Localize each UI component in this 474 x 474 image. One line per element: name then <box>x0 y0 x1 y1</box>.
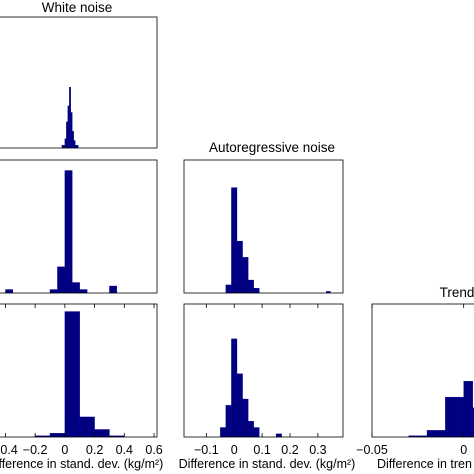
axes-frame <box>183 303 344 438</box>
panel-2 <box>0 159 158 294</box>
histogram-bar <box>248 421 254 438</box>
histogram-bar <box>231 187 238 294</box>
panel-title: Autoregressive noise <box>209 140 335 155</box>
histogram-bar <box>253 287 260 294</box>
histogram-bar <box>75 145 79 149</box>
histogram-bar <box>72 131 74 149</box>
histogram-bar <box>57 266 66 294</box>
x-axis-label: Difference in stand. dev. (kg/m²) <box>179 457 356 471</box>
histogram-bar <box>236 240 243 294</box>
axes-frame <box>0 303 158 438</box>
histogram-bar <box>220 427 226 438</box>
histogram-bar <box>49 289 58 294</box>
histogram-bar <box>64 138 67 149</box>
histogram-bar <box>248 279 254 294</box>
x-tick-label: 0 <box>61 443 68 457</box>
histogram-bar <box>242 398 249 438</box>
histogram-bar <box>225 405 232 438</box>
x-tick-label: 0.4 <box>116 443 133 457</box>
histogram-bar <box>61 145 66 149</box>
histogram-bar <box>109 285 118 294</box>
histogram-bar <box>5 289 14 294</box>
x-tick-label: 0.2 <box>281 443 298 457</box>
histogram-bar <box>49 433 66 438</box>
histogram-bar <box>73 140 76 149</box>
histogram-bar <box>225 284 232 294</box>
panel-1: White noise <box>0 0 158 149</box>
x-tick-label: −0.1 <box>194 443 219 457</box>
histogram-bar <box>275 433 282 438</box>
panel-title: Trend <box>440 285 474 300</box>
histogram-bar <box>426 430 446 438</box>
histogram-bar <box>79 416 95 438</box>
histogram-bar <box>70 112 73 149</box>
x-axis-label: Difference in stand. dev. (kg/m²) <box>0 457 163 471</box>
histogram-bar <box>231 338 238 438</box>
histogram-bar <box>472 407 474 438</box>
x-tick-label: 0 <box>460 443 467 457</box>
histogram-bar <box>72 282 80 294</box>
histogram-bar <box>69 87 71 149</box>
histogram-bar <box>67 105 70 149</box>
panel-title: White noise <box>42 0 113 15</box>
x-tick-label: −0.4 <box>0 443 18 457</box>
histogram-bar <box>66 121 68 149</box>
x-axis-label: Difference in tren <box>377 457 472 471</box>
axes-frame <box>371 303 474 438</box>
panel-4: Autoregressive noise <box>183 140 344 294</box>
x-tick-label: −0.05 <box>356 443 388 457</box>
x-tick-label: 0.3 <box>309 443 326 457</box>
histogram-bar <box>64 170 73 294</box>
x-tick-label: 0.2 <box>86 443 103 457</box>
axes-frame <box>0 16 158 149</box>
x-tick-label: −0.2 <box>23 443 48 457</box>
x-tick-label: 0 <box>231 443 238 457</box>
axes-frame <box>183 159 344 294</box>
histogram-bar <box>445 396 464 438</box>
histogram-bar <box>64 311 80 438</box>
histogram-bar <box>236 373 243 438</box>
x-tick-label: 0.1 <box>253 443 270 457</box>
histogram-bar <box>79 289 88 294</box>
panel-6: −0.05 0 Trend Difference in tren <box>356 285 474 471</box>
histogram-bar <box>253 427 260 438</box>
histogram-bar <box>242 257 249 294</box>
x-tick-label: 0.6 <box>145 443 162 457</box>
histogram-bar <box>463 380 473 438</box>
axes-frame <box>0 159 158 294</box>
histogram-bar <box>94 429 110 438</box>
